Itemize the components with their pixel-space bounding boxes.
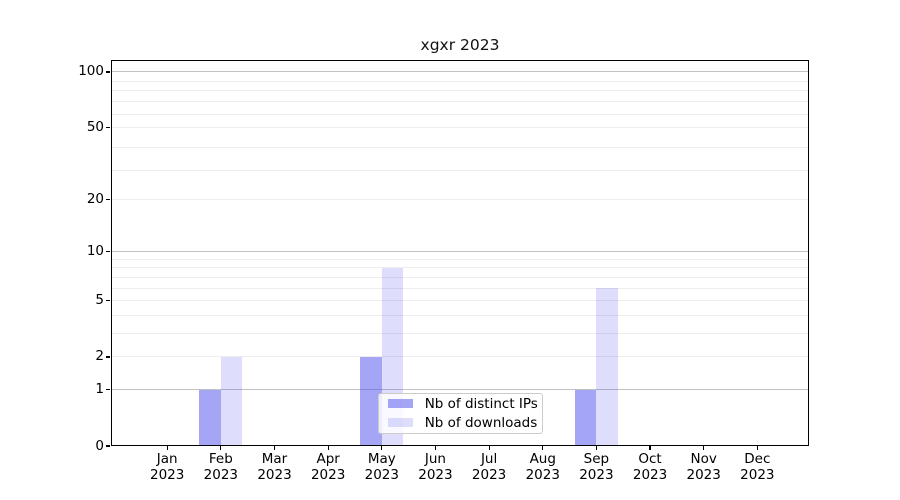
x-tick-mark [649,446,651,450]
y-tick-mark [106,300,110,302]
plot-border [111,60,809,446]
gridline [111,258,809,260]
bar-downloads-feb [220,356,243,445]
y-tick-label: 50 [86,118,104,135]
gridline [111,251,809,253]
y-tick-label: 5 [95,292,104,309]
x-tick-mark [381,446,383,450]
x-tick-mark [220,446,222,450]
y-tick-label: 100 [78,63,104,80]
bar-distinct-ips-may [360,356,382,445]
x-tick-label: Jun 2023 [418,451,453,483]
x-tick-label: Dec 2023 [740,451,775,483]
x-tick-mark [703,446,705,450]
plot-area: Nb of distinct IPs Nb of downloads [106,60,809,450]
gridline [111,287,809,289]
x-tick-mark [756,446,758,450]
legend: Nb of distinct IPs Nb of downloads [377,392,543,434]
bar-downloads-sep [596,288,618,445]
gridline [111,90,809,92]
x-tick-label: Apr 2023 [310,451,346,483]
x-tick-label: Nov 2023 [686,451,721,483]
gridline [111,198,809,200]
y-tick-label: 0 [95,437,104,454]
x-tick-mark [327,446,329,450]
chart-title: xgxr 2023 [420,36,500,54]
x-tick-label: Jan 2023 [150,451,185,483]
y-tick-label: 20 [86,190,104,207]
y-tick-mark [106,356,110,358]
legend-label-downloads: Nb of downloads [424,414,538,431]
y-tick-mark [106,445,110,447]
x-tick-label: Jul 2023 [471,451,507,483]
x-tick-mark [434,446,437,450]
legend-row-distinct-ips: Nb of distinct IPs [379,396,542,412]
x-tick-mark [488,446,490,450]
y-tick-mark [106,126,110,128]
gridline [111,169,809,171]
y-tick-mark [106,71,110,73]
legend-swatch-distinct-ips [387,398,413,409]
gridline [111,333,809,335]
x-tick-mark [542,446,544,450]
gridline [111,267,809,269]
gridline [111,80,809,82]
bar-distinct-ips-feb [199,389,221,445]
gridline [111,356,809,358]
x-tick-label: Oct 2023 [632,451,668,483]
x-tick-label: Aug 2023 [525,451,560,483]
gridline [111,146,809,148]
x-tick-label: Mar 2023 [257,451,292,483]
gridline [111,113,809,115]
y-tick-label: 1 [95,381,104,398]
gridline [111,300,809,302]
x-tick-mark [595,446,597,450]
gridline [111,276,809,278]
legend-swatch-downloads [387,417,413,428]
gridline [111,101,809,103]
y-tick-mark [106,251,110,253]
x-tick-mark [166,446,168,450]
x-tick-label: Feb 2023 [203,451,239,483]
y-tick-label: 2 [95,348,104,365]
bar-distinct-ips-sep [574,389,597,445]
gridline [111,315,809,317]
gridline [111,126,809,128]
legend-row-downloads: Nb of downloads [379,415,542,431]
y-tick-label: 10 [86,243,104,260]
gridline [111,71,809,73]
y-tick-mark [106,198,110,200]
x-tick-label: May 2023 [364,451,399,483]
x-tick-mark [273,446,276,450]
y-tick-mark [106,389,110,391]
gridline [111,389,809,391]
legend-label-distinct-ips: Nb of distinct IPs [424,395,538,412]
x-tick-label: Sep 2023 [579,451,614,483]
